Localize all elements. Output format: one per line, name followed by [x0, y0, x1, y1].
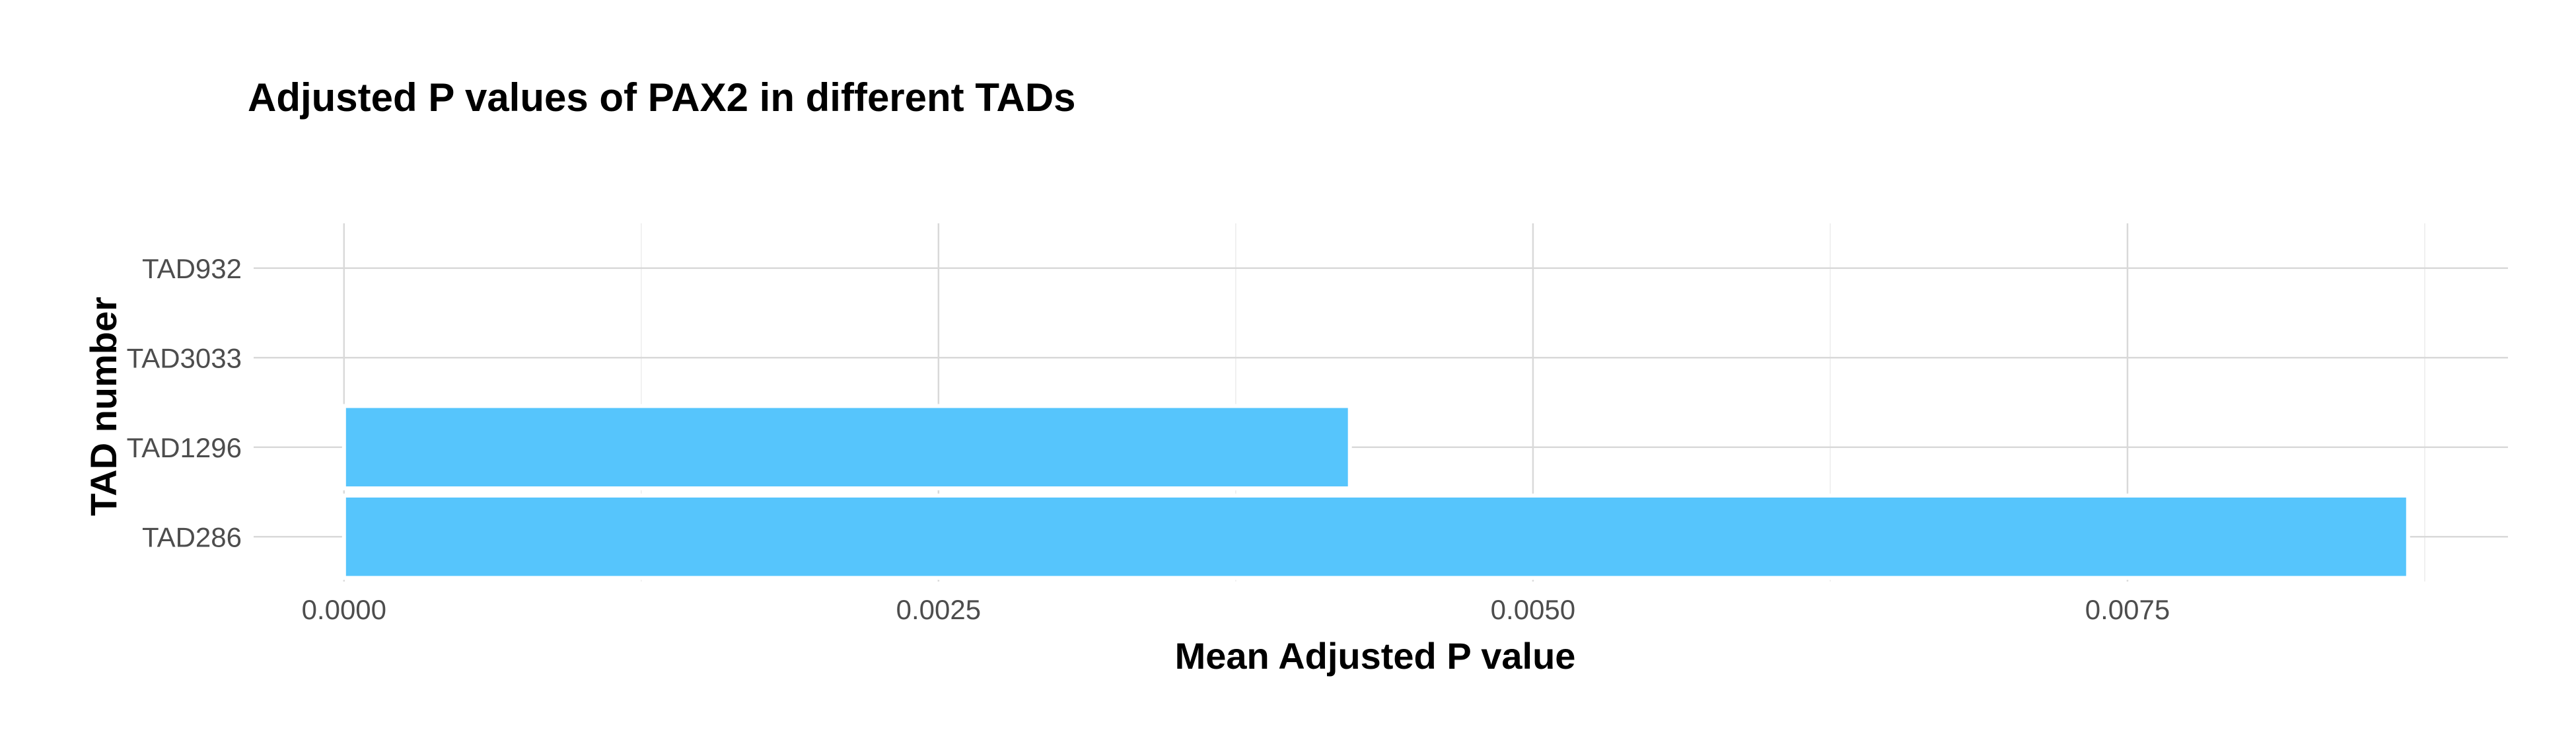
- chart-title: Adjusted P values of PAX2 in different T…: [248, 75, 1076, 120]
- y-tick-label-tad1296: TAD1296: [127, 432, 242, 463]
- x-tick-label-2: 0.0050: [1491, 594, 1575, 625]
- x-tick-label-3: 0.0075: [2085, 594, 2170, 625]
- y-tick-label-tad932: TAD932: [142, 253, 242, 284]
- x-axis-title: Mean Adjusted P value: [1175, 635, 1576, 677]
- x-tick-label-1: 0.0025: [896, 594, 981, 625]
- y-tick-label-tad3033: TAD3033: [127, 342, 242, 373]
- x-tick-label-0: 0.0000: [302, 594, 386, 625]
- x-tick-labels: 0.0000 0.0025 0.0050 0.0075: [302, 594, 2170, 625]
- y-tick-label-tad286: TAD286: [142, 521, 242, 552]
- bar-tad1296: [341, 404, 1352, 491]
- bar-layer: [341, 404, 2410, 580]
- y-axis-title: TAD number: [83, 297, 124, 516]
- y-tick-labels: TAD932 TAD3033 TAD1296 TAD286: [127, 253, 242, 553]
- bar-tad286: [341, 493, 2410, 580]
